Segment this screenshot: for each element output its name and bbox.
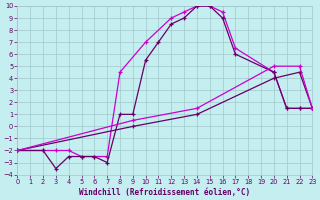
X-axis label: Windchill (Refroidissement éolien,°C): Windchill (Refroidissement éolien,°C) (79, 188, 251, 197)
